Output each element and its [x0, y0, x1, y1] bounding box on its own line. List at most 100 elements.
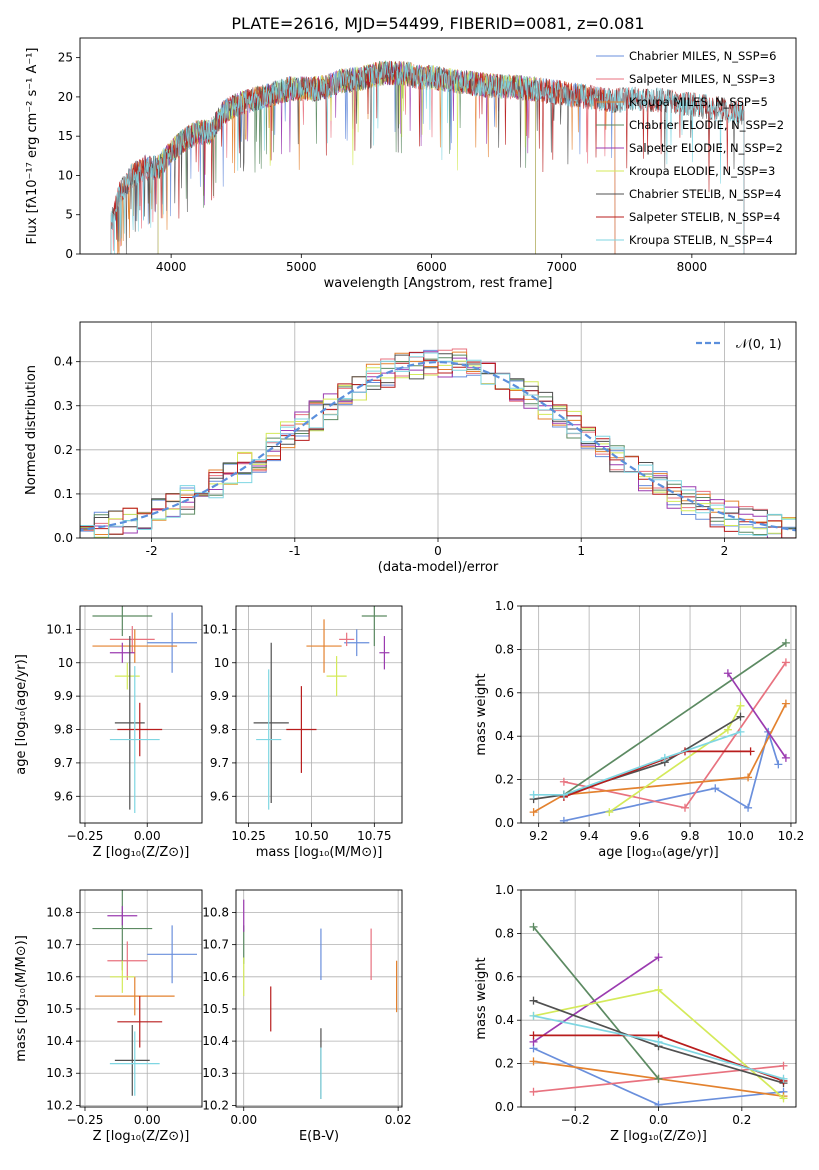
x-tick-label: 10.2: [778, 829, 805, 843]
y-tick-label: 0.8: [495, 926, 514, 940]
spectrum-series-line: [110, 60, 745, 254]
y-tick-label: 9.7: [54, 756, 73, 770]
y-tick-label: 10.8: [202, 906, 229, 920]
mass-vs-reddening-panel: 0.00 0.02 10.2 10.3 10.4 10.5 10.6 10.7 10.8 E(B-…: [202, 889, 411, 1144]
legend-label: 𝒩(0, 1): [736, 336, 782, 351]
weight-point-marker: [654, 985, 663, 994]
x-axis-label: Z [log₁₀(Z/Z⊙)]: [93, 1129, 190, 1144]
y-tick-label: 0.8: [495, 642, 514, 656]
x-tick-label: 10.25: [231, 829, 265, 843]
y-tick-label: 0.2: [495, 1057, 514, 1071]
x-axis-label: mass [log₁₀(M/M⊙)]: [256, 845, 383, 860]
x-tick-label: 9.2: [529, 829, 548, 843]
y-tick-label: 10.4: [202, 1034, 229, 1048]
y-tick-label: 9.8: [54, 723, 73, 737]
y-tick-label: 10.3: [202, 1066, 229, 1080]
y-axis-label: Flux [fλ10⁻¹⁷ erg cm⁻² s⁻¹ A⁻¹]: [25, 48, 40, 245]
legend-label: Chabrier ELODIE, N_SSP=2: [629, 118, 784, 132]
legend-label: Chabrier MILES, N_SSP=6: [629, 49, 776, 63]
weight-point-marker: [529, 1057, 538, 1066]
weight-point-marker: [781, 753, 790, 762]
y-tick-label: 0.2: [54, 443, 73, 457]
weight-point-marker: [746, 747, 755, 756]
y-tick-label: 10.8: [46, 906, 73, 920]
weight-series-line: [563, 750, 751, 798]
y-tick-label: 9.9: [54, 689, 73, 703]
weight-point-marker: [723, 725, 732, 734]
error-bars: [243, 899, 398, 1099]
spectrum-panel: 4000 5000 6000 7000 8000 0 5 10 15 20 25 wavelength…: [25, 37, 797, 291]
y-axis-label: mass weight: [474, 957, 489, 1039]
legend-label: Salpeter ELODIE, N_SSP=2: [629, 141, 783, 155]
weight-series-line: [563, 642, 787, 796]
y-tick-label: 10.2: [202, 1098, 229, 1112]
axes-frame: [520, 889, 797, 1108]
mass-vs-metallicity-panel: −0.25 0.00 10.2 10.3 10.4 10.5 10.6 10.7 10.8 Z […: [14, 889, 203, 1144]
x-tick-label: 6000: [416, 260, 447, 274]
y-tick-label: 0.0: [54, 531, 73, 545]
weight-lines: [529, 922, 788, 1107]
weight-point-marker: [744, 773, 753, 782]
y-tick-label: 9.6: [54, 789, 73, 803]
axes-frame: [79, 37, 797, 255]
x-tick-label: 10.75: [357, 829, 391, 843]
weight-point-marker: [744, 803, 753, 812]
x-axis-label: wavelength [Angstrom, rest frame]: [324, 276, 553, 291]
y-axis-label: age [log₁₀(age/yr)]: [14, 654, 29, 775]
weight-point-marker: [781, 658, 790, 667]
y-tick-label: 10.7: [202, 938, 229, 952]
y-tick-label: 0.0: [495, 1100, 514, 1114]
x-tick-label: 10.50: [294, 829, 328, 843]
x-axis-label: Z [log₁₀(Z/Z⊙)]: [610, 1129, 707, 1144]
spectrum-series-line: [110, 60, 745, 254]
x-tick-label: 0.2: [732, 1113, 751, 1127]
x-tick-label: 9.6: [630, 829, 649, 843]
weight-point-marker: [654, 1100, 663, 1107]
x-tick-label: 8000: [677, 260, 708, 274]
x-tick-label: 9.8: [680, 829, 699, 843]
axes-frame: [79, 605, 203, 824]
x-tick-label: 0: [434, 544, 442, 558]
weight-point-marker: [529, 996, 538, 1005]
x-tick-label: -1: [289, 544, 301, 558]
legend-label: Kroupa STELIB, N_SSP=4: [629, 233, 773, 247]
y-tick-label: 10: [58, 656, 73, 670]
y-tick-label: 10: [214, 656, 229, 670]
weight-series-line: [563, 661, 787, 809]
weight-lines: [529, 638, 790, 823]
weight-point-marker: [654, 1037, 663, 1046]
weight-vs-age-panel: 9.2 9.4 9.6 9.8 10.0 10.2 0.0 0.2 0.4 0.6 0.8 1.0 ag…: [474, 599, 804, 860]
y-tick-label: 0.6: [495, 686, 514, 700]
x-tick-label: 0.00: [230, 1113, 257, 1127]
weight-point-marker: [559, 816, 568, 823]
spectrum-lines: [110, 60, 745, 254]
y-tick-label: 10.5: [202, 1002, 229, 1016]
weight-series-line: [533, 715, 741, 800]
y-tick-label: 20: [58, 90, 73, 104]
axes-frame: [520, 605, 797, 824]
x-tick-label: 10.0: [727, 829, 754, 843]
y-tick-label: 0.1: [54, 487, 73, 501]
weight-point-marker: [736, 701, 745, 710]
weight-series-line: [533, 731, 741, 796]
y-tick-label: 10.4: [46, 1034, 73, 1048]
age-vs-mass-panel: 10.25 10.50 10.75 9.6 9.7 9.8 9.9 10 10.1 mass [l…: [202, 605, 403, 860]
y-axis-label: mass weight: [474, 673, 489, 755]
y-tick-label: 5: [65, 208, 73, 222]
histogram-steps: [80, 348, 796, 538]
y-tick-label: 0.3: [54, 399, 73, 413]
histogram-series: [80, 352, 796, 538]
weight-point-marker: [529, 1011, 538, 1020]
weight-point-marker: [654, 1074, 663, 1083]
age-vs-metallicity-panel: −0.25 0.00 9.6 9.7 9.8 9.9 10 10.1 Z [log₁₀(Z/Z⊙…: [14, 605, 203, 860]
x-axis-label: age [log₁₀(age/yr)]: [598, 845, 719, 860]
figure-title: PLATE=2616, MJD=54499, FIBERID=0081, z=0…: [231, 14, 644, 33]
y-tick-label: 10.7: [46, 938, 73, 952]
x-tick-label: -2: [146, 544, 158, 558]
weight-series-line: [727, 672, 787, 759]
weight-series-line: [533, 703, 787, 813]
y-tick-label: 10.5: [46, 1002, 73, 1016]
x-tick-label: 4000: [156, 260, 187, 274]
weight-point-marker: [529, 1031, 538, 1040]
y-tick-label: 25: [58, 51, 73, 65]
